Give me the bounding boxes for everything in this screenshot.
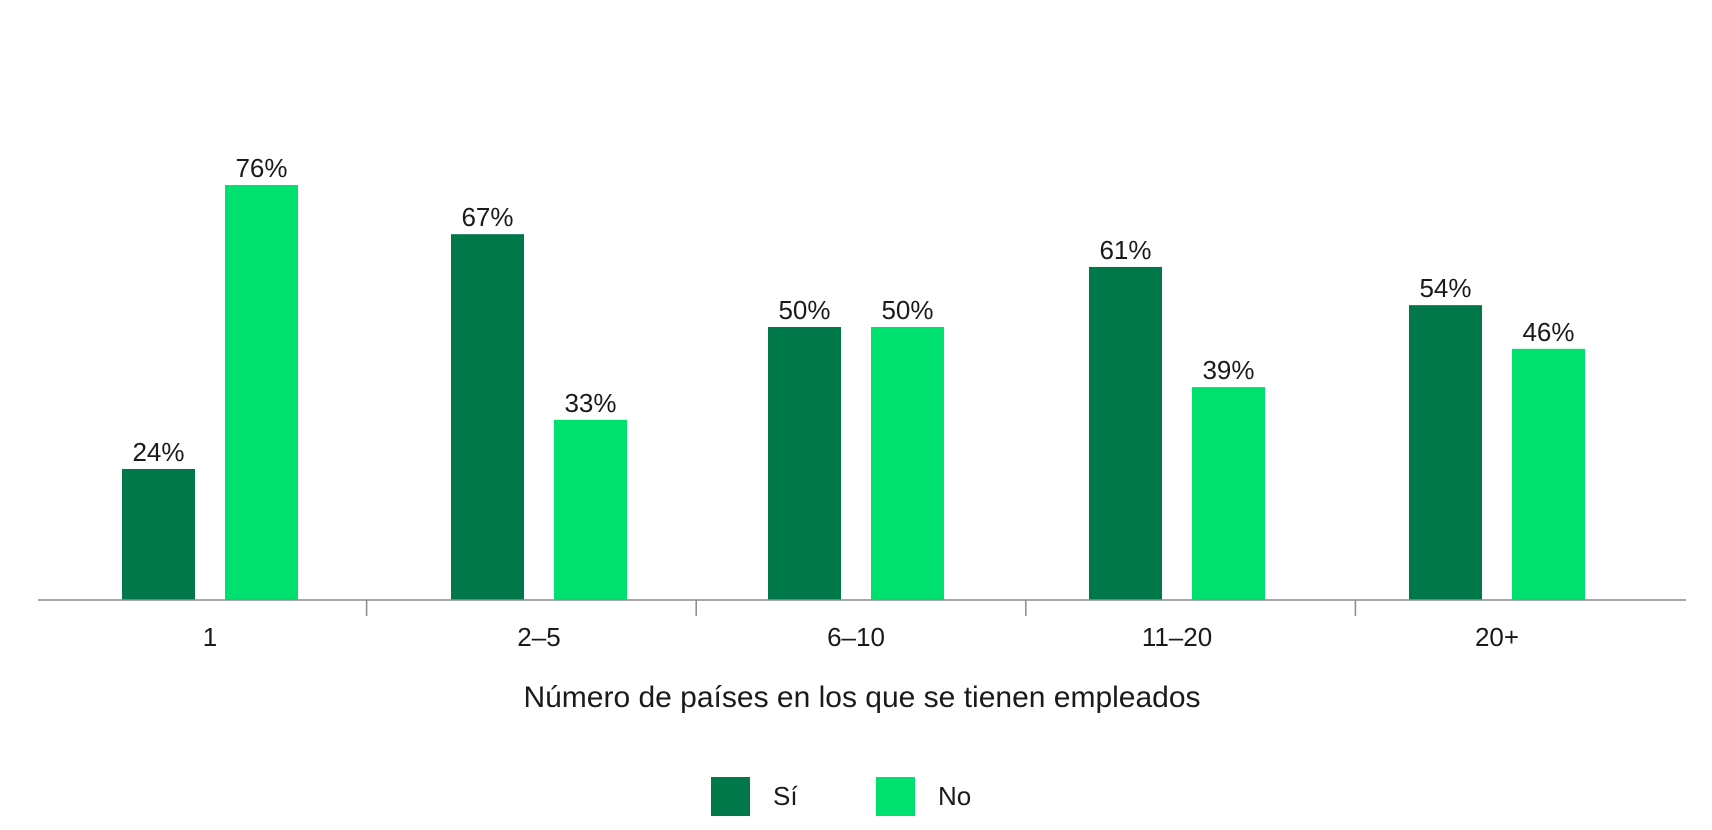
legend-swatch-no bbox=[876, 777, 915, 816]
x-tick-labels-group: 1 2–5 6–10 11–20 20+ bbox=[203, 622, 1519, 652]
value-label-no-0: 76% bbox=[235, 153, 287, 183]
legend-swatch-si bbox=[711, 777, 750, 816]
bar-no-1 bbox=[554, 419, 627, 600]
bar-si-0 bbox=[122, 468, 195, 600]
x-tick-label-3: 11–20 bbox=[1142, 622, 1212, 652]
bar-no-3 bbox=[1192, 387, 1265, 600]
bar-no-2 bbox=[871, 327, 944, 600]
bar-si-4 bbox=[1409, 305, 1482, 600]
value-label-no-4: 46% bbox=[1522, 317, 1574, 347]
bar-si-1 bbox=[451, 234, 524, 600]
value-label-si-2: 50% bbox=[778, 295, 830, 325]
value-labels-group: 24% 76% 67% 33% 50% 50% 61% 39% 54% 46% bbox=[132, 153, 1574, 467]
bars-group bbox=[122, 185, 1585, 601]
legend: Sí No bbox=[711, 777, 971, 816]
value-label-no-1: 33% bbox=[564, 388, 616, 418]
value-label-no-3: 39% bbox=[1202, 355, 1254, 385]
value-label-si-0: 24% bbox=[132, 437, 184, 467]
x-axis-title: Número de países en los que se tienen em… bbox=[523, 681, 1200, 714]
value-label-si-3: 61% bbox=[1099, 235, 1151, 265]
x-tick-label-4: 20+ bbox=[1475, 622, 1519, 652]
legend-label-si: Sí bbox=[773, 781, 798, 811]
legend-label-no: No bbox=[938, 781, 971, 811]
value-label-si-1: 67% bbox=[461, 202, 513, 232]
value-label-no-2: 50% bbox=[881, 295, 933, 325]
x-tick-label-2: 6–10 bbox=[827, 622, 885, 652]
bar-si-2 bbox=[768, 327, 841, 600]
x-tick-label-1: 2–5 bbox=[517, 622, 560, 652]
bar-no-4 bbox=[1512, 348, 1585, 600]
x-ticks-group bbox=[365, 600, 1357, 616]
x-tick-label-0: 1 bbox=[203, 622, 217, 652]
bar-no-0 bbox=[225, 185, 298, 601]
value-label-si-4: 54% bbox=[1419, 273, 1471, 303]
bar-si-3 bbox=[1089, 266, 1162, 600]
